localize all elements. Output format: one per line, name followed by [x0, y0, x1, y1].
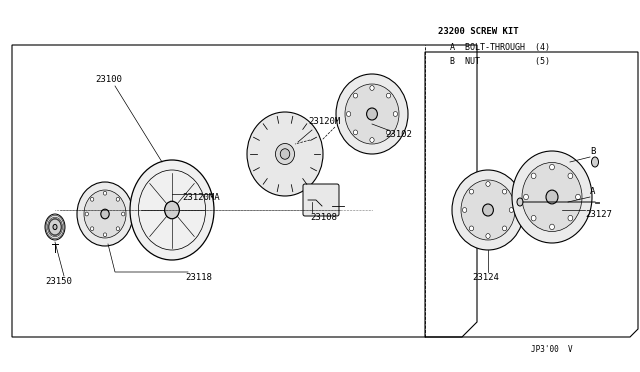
Text: 23127: 23127	[585, 210, 612, 219]
Text: 23150: 23150	[45, 277, 72, 286]
Ellipse shape	[164, 201, 179, 219]
Text: 23200 SCREW KIT: 23200 SCREW KIT	[438, 27, 518, 36]
Text: 23102: 23102	[385, 130, 412, 139]
Ellipse shape	[463, 208, 467, 212]
Text: 23108: 23108	[310, 213, 337, 222]
Ellipse shape	[517, 198, 523, 206]
Ellipse shape	[452, 170, 524, 250]
Ellipse shape	[77, 182, 133, 246]
Ellipse shape	[336, 74, 408, 154]
Ellipse shape	[116, 198, 120, 201]
Ellipse shape	[509, 208, 513, 212]
Text: B  NUT           (5): B NUT (5)	[450, 57, 550, 66]
Text: 23118: 23118	[185, 273, 212, 282]
Ellipse shape	[469, 189, 474, 194]
Ellipse shape	[550, 224, 554, 230]
Ellipse shape	[353, 93, 358, 98]
Ellipse shape	[90, 198, 94, 201]
Ellipse shape	[568, 173, 573, 179]
Text: 23120MA: 23120MA	[182, 193, 220, 202]
Ellipse shape	[103, 233, 107, 237]
Ellipse shape	[122, 212, 125, 216]
Ellipse shape	[85, 212, 88, 216]
Ellipse shape	[387, 93, 390, 98]
Ellipse shape	[531, 215, 536, 221]
Ellipse shape	[550, 164, 554, 170]
Ellipse shape	[101, 209, 109, 219]
FancyBboxPatch shape	[303, 184, 339, 216]
Text: B: B	[590, 147, 595, 156]
Ellipse shape	[103, 191, 107, 195]
Text: 23124: 23124	[472, 273, 499, 282]
Text: JP3'00  V: JP3'00 V	[531, 345, 573, 354]
Ellipse shape	[370, 86, 374, 90]
Ellipse shape	[461, 180, 515, 240]
Ellipse shape	[502, 226, 507, 231]
Ellipse shape	[90, 227, 94, 231]
Ellipse shape	[524, 194, 529, 200]
Ellipse shape	[486, 234, 490, 238]
Ellipse shape	[568, 215, 573, 221]
Ellipse shape	[387, 130, 390, 135]
Ellipse shape	[130, 160, 214, 260]
Ellipse shape	[280, 149, 290, 159]
Ellipse shape	[522, 163, 582, 231]
Ellipse shape	[346, 112, 351, 116]
Ellipse shape	[531, 173, 536, 179]
Ellipse shape	[591, 157, 598, 167]
Ellipse shape	[486, 182, 490, 186]
Ellipse shape	[353, 130, 358, 135]
Ellipse shape	[45, 214, 65, 240]
Ellipse shape	[49, 219, 61, 235]
Text: 23120M: 23120M	[308, 117, 340, 126]
Ellipse shape	[512, 151, 592, 243]
Ellipse shape	[483, 204, 493, 216]
Ellipse shape	[575, 194, 580, 200]
Ellipse shape	[393, 112, 397, 116]
Ellipse shape	[345, 84, 399, 144]
Ellipse shape	[546, 190, 558, 204]
Ellipse shape	[502, 189, 507, 194]
Text: A: A	[590, 187, 595, 196]
Ellipse shape	[116, 227, 120, 231]
Ellipse shape	[84, 190, 126, 238]
Ellipse shape	[370, 138, 374, 142]
Ellipse shape	[53, 224, 57, 230]
Ellipse shape	[247, 112, 323, 196]
Ellipse shape	[469, 226, 474, 231]
Text: 23100: 23100	[95, 75, 122, 84]
Text: A  BOLT-THROUGH  (4): A BOLT-THROUGH (4)	[450, 43, 550, 52]
Ellipse shape	[275, 144, 294, 164]
Ellipse shape	[367, 108, 378, 120]
